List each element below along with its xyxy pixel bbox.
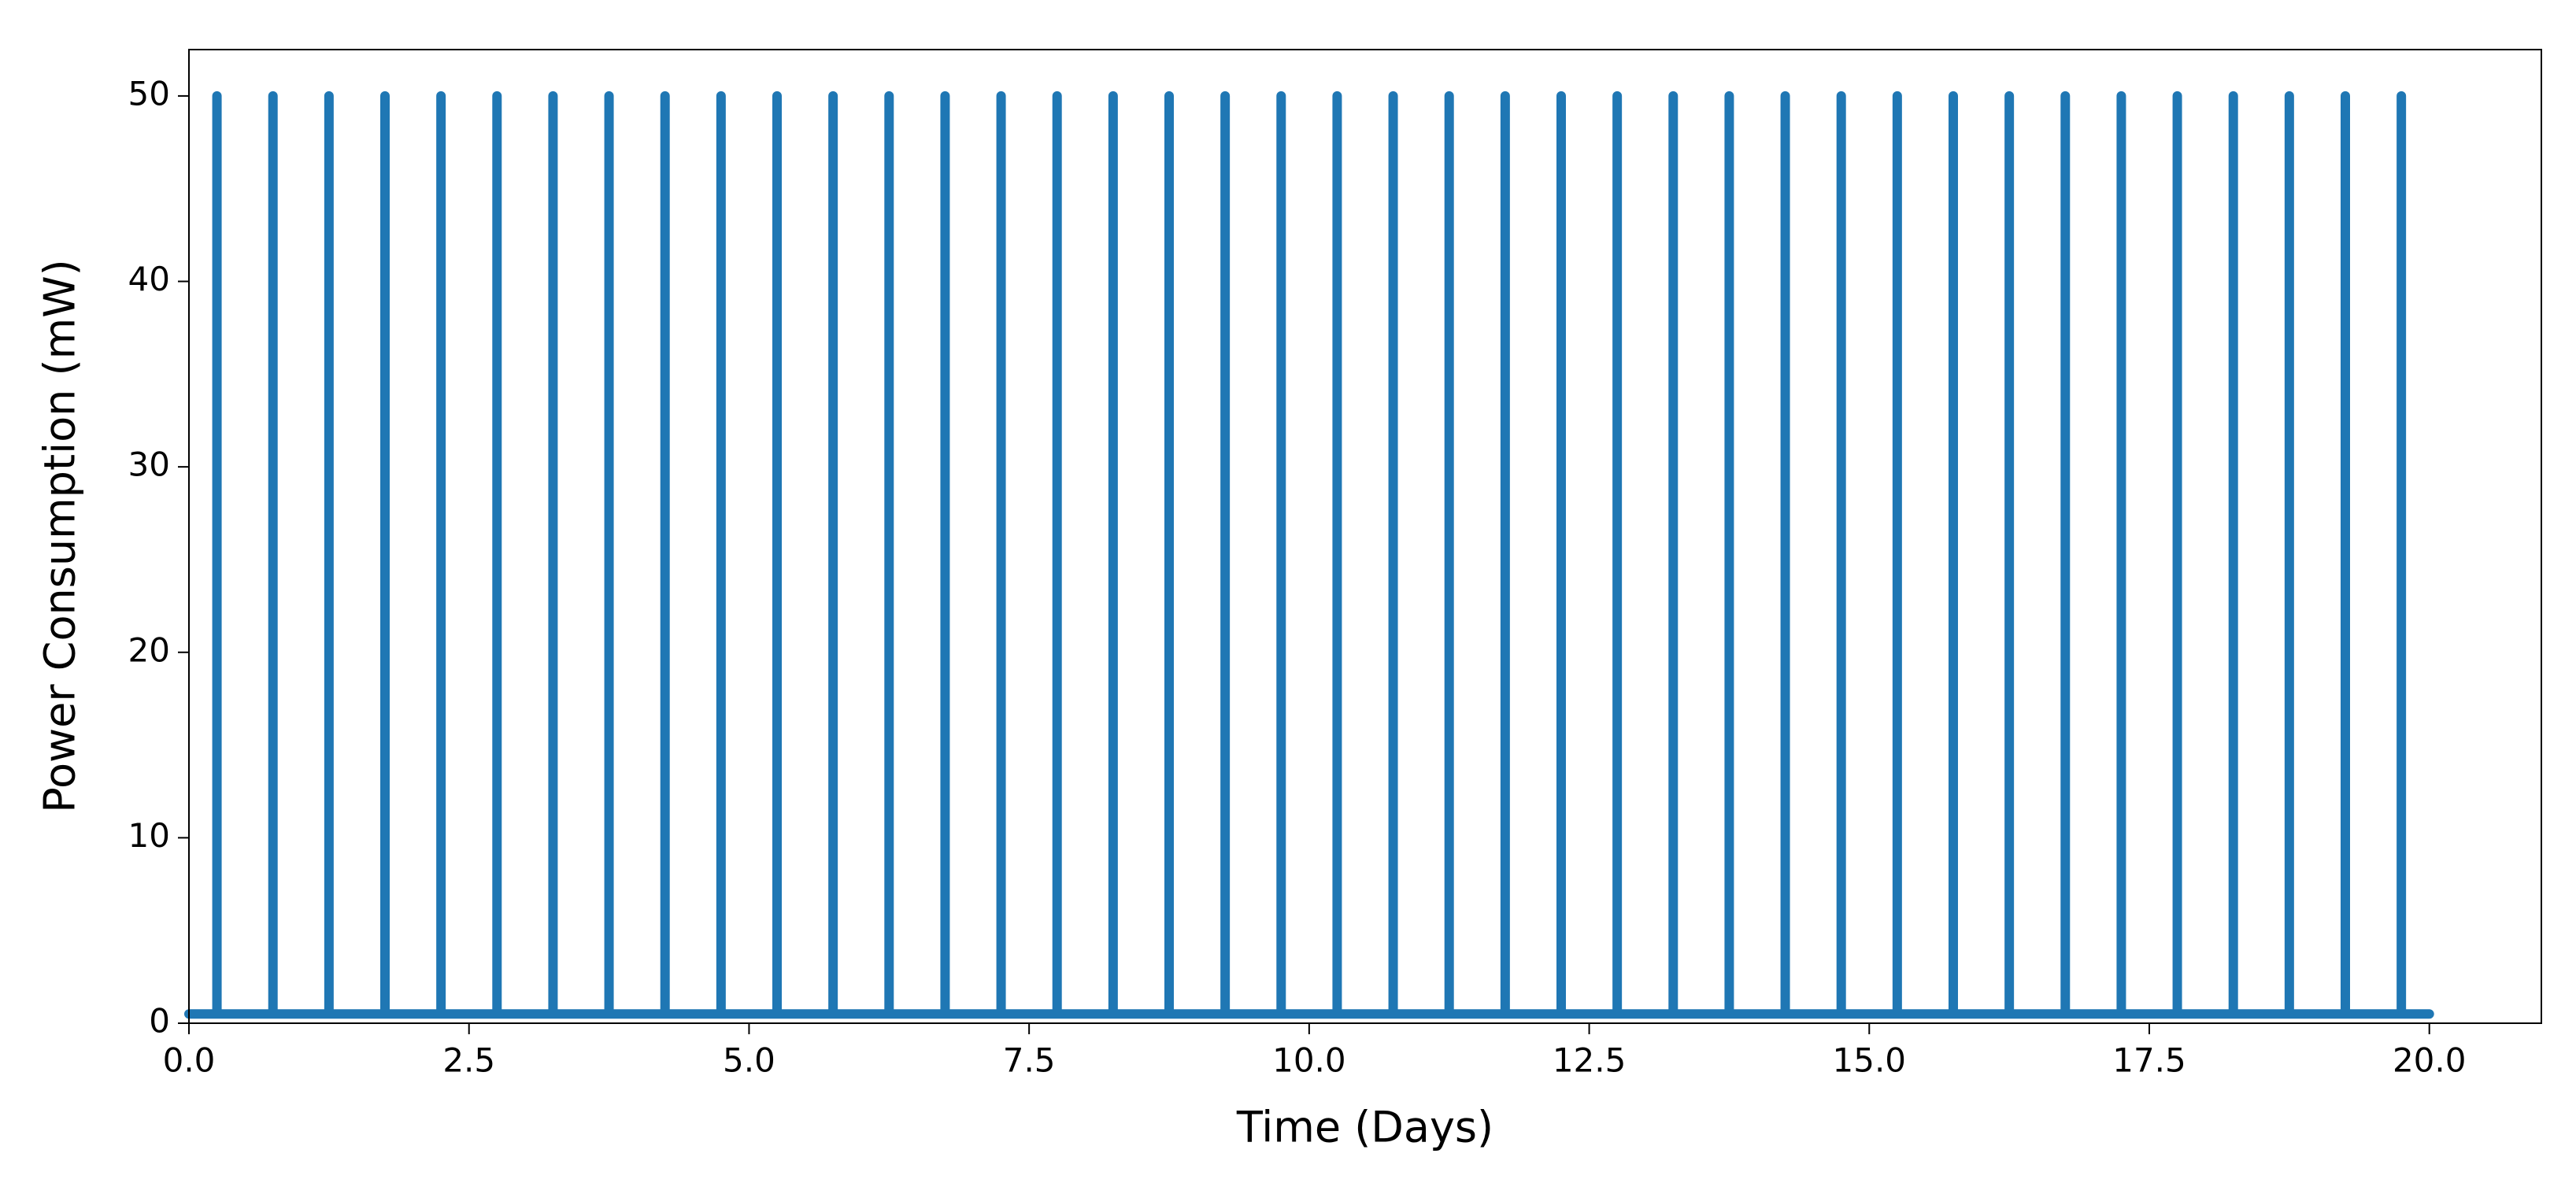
y-tick-label: 50 — [128, 74, 170, 113]
x-tick-label: 10.0 — [1272, 1041, 1346, 1080]
x-axis-label: Time (Days) — [1236, 1103, 1493, 1152]
x-tick-label: 17.5 — [2112, 1041, 2186, 1080]
y-tick-label: 40 — [128, 260, 170, 298]
y-axis-label: Power Consumption (mW) — [35, 259, 85, 812]
x-tick-label: 2.5 — [442, 1041, 495, 1080]
data-line — [184, 91, 2434, 1019]
x-tick-label: 0.0 — [163, 1041, 216, 1080]
x-tick-label: 12.5 — [1553, 1041, 1627, 1080]
x-tick-label: 15.0 — [1833, 1041, 1907, 1080]
x-tick-label: 20.0 — [2393, 1041, 2467, 1080]
x-tick-label: 5.0 — [723, 1041, 775, 1080]
x-tick-label: 7.5 — [1003, 1041, 1056, 1080]
y-tick-label: 30 — [128, 445, 170, 484]
y-tick-label: 0 — [149, 1002, 170, 1041]
y-tick-label: 10 — [128, 816, 170, 855]
y-tick-label: 20 — [128, 630, 170, 669]
plot-frame — [188, 49, 2542, 1024]
